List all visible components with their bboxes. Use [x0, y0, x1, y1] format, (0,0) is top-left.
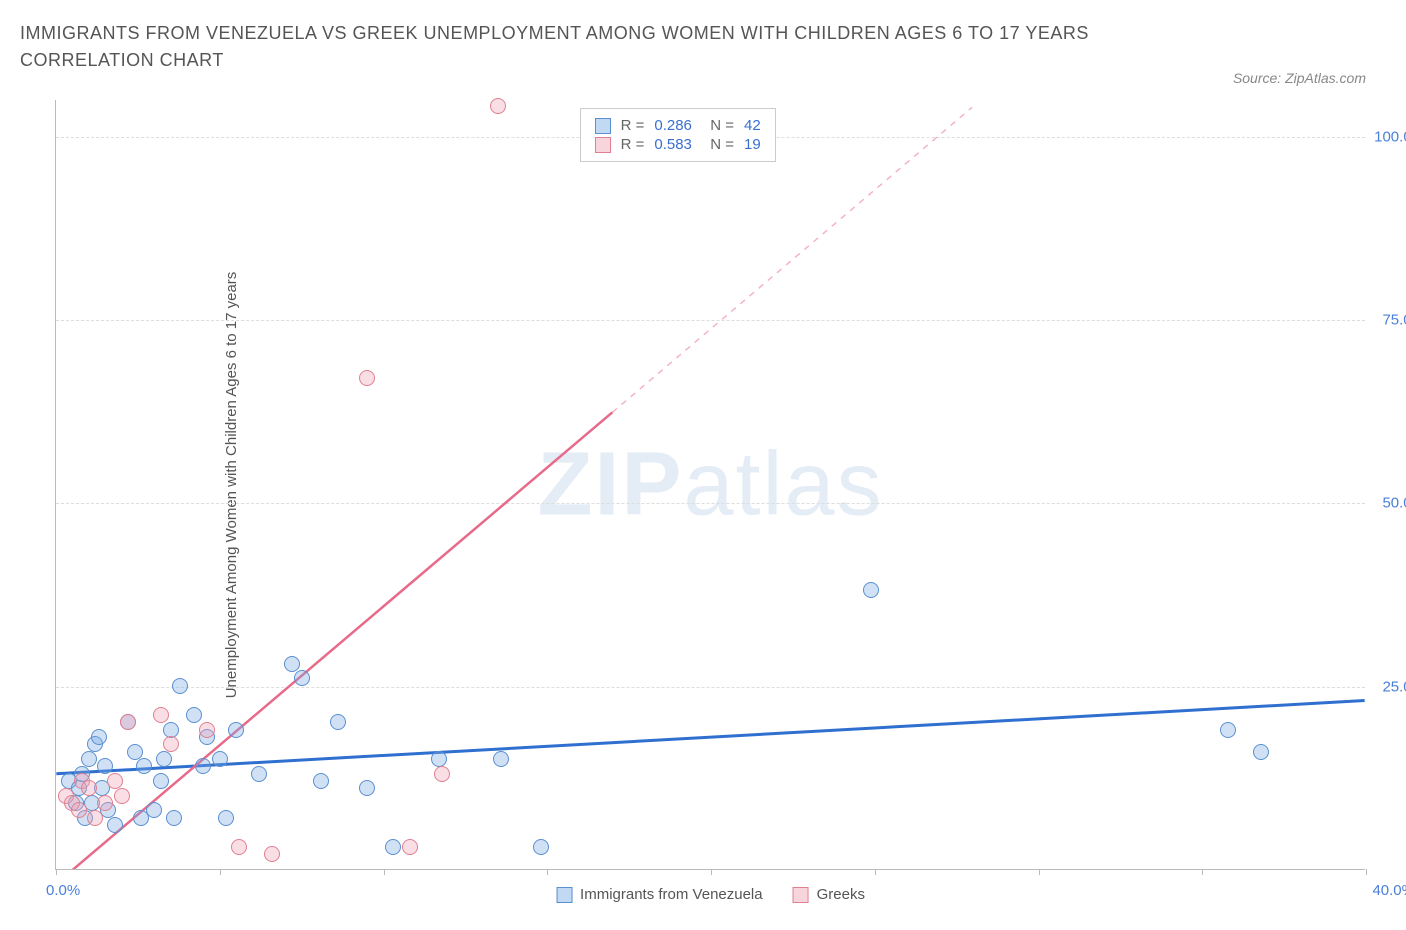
scatter-point: [146, 802, 162, 818]
legend-item: Greeks: [793, 886, 865, 903]
x-tick: [220, 869, 221, 875]
x-axis-min-label: 0.0%: [46, 882, 80, 899]
scatter-point: [294, 670, 310, 686]
plot-region: ZIPatlas Unemployment Among Women with C…: [55, 100, 1365, 870]
gridline: [56, 687, 1365, 688]
watermark: ZIPatlas: [537, 433, 883, 536]
scatter-point: [1253, 744, 1269, 760]
legend-swatch: [793, 887, 809, 903]
scatter-point: [863, 582, 879, 598]
scatter-point: [284, 656, 300, 672]
scatter-point: [359, 780, 375, 796]
y-tick-label: 100.0%: [1374, 128, 1406, 145]
scatter-point: [313, 773, 329, 789]
y-tick-label: 75.0%: [1382, 312, 1406, 329]
scatter-point: [71, 802, 87, 818]
scatter-point: [163, 722, 179, 738]
scatter-point: [127, 744, 143, 760]
legend-swatch: [595, 118, 611, 134]
y-tick-label: 25.0%: [1382, 678, 1406, 695]
x-tick: [1202, 869, 1203, 875]
scatter-point: [199, 722, 215, 738]
gridline: [56, 503, 1365, 504]
scatter-point: [172, 678, 188, 694]
x-tick: [547, 869, 548, 875]
scatter-point: [153, 707, 169, 723]
scatter-point: [431, 751, 447, 767]
scatter-point: [163, 736, 179, 752]
legend-label: Greeks: [817, 886, 865, 903]
scatter-point: [114, 788, 130, 804]
scatter-point: [87, 810, 103, 826]
x-tick: [384, 869, 385, 875]
x-axis-max-label: 40.0%: [1372, 882, 1406, 899]
scatter-point: [228, 722, 244, 738]
scatter-point: [166, 810, 182, 826]
scatter-point: [218, 810, 234, 826]
scatter-point: [91, 729, 107, 745]
scatter-point: [212, 751, 228, 767]
bottom-legend: Immigrants from Venezuela Greeks: [556, 886, 865, 903]
scatter-point: [107, 817, 123, 833]
scatter-point: [359, 370, 375, 386]
x-tick: [56, 869, 57, 875]
legend-stat-row: R =0.583 N = 19: [595, 136, 761, 153]
scatter-point: [490, 98, 506, 114]
source-attribution: Source: ZipAtlas.com: [1233, 70, 1366, 86]
trend-lines: [56, 100, 1365, 869]
scatter-point: [153, 773, 169, 789]
scatter-point: [330, 714, 346, 730]
scatter-point: [186, 707, 202, 723]
scatter-point: [251, 766, 267, 782]
chart-title: IMMIGRANTS FROM VENEZUELA VS GREEK UNEMP…: [20, 20, 1170, 74]
scatter-point: [264, 846, 280, 862]
scatter-point: [107, 773, 123, 789]
y-tick-label: 50.0%: [1382, 495, 1406, 512]
x-tick: [711, 869, 712, 875]
x-tick: [875, 869, 876, 875]
legend-stats-box: R =0.286 N = 42 R =0.583 N = 19: [580, 108, 776, 162]
scatter-point: [1220, 722, 1236, 738]
scatter-point: [434, 766, 450, 782]
legend-item: Immigrants from Venezuela: [556, 886, 763, 903]
x-tick: [1366, 869, 1367, 875]
scatter-point: [231, 839, 247, 855]
legend-swatch: [556, 887, 572, 903]
scatter-point: [493, 751, 509, 767]
scatter-point: [533, 839, 549, 855]
legend-swatch: [595, 137, 611, 153]
chart-area: ZIPatlas Unemployment Among Women with C…: [55, 100, 1365, 870]
scatter-point: [81, 751, 97, 767]
scatter-point: [385, 839, 401, 855]
legend-stat-row: R =0.286 N = 42: [595, 117, 761, 134]
legend-label: Immigrants from Venezuela: [580, 886, 763, 903]
x-tick: [1039, 869, 1040, 875]
scatter-point: [136, 758, 152, 774]
scatter-point: [195, 758, 211, 774]
scatter-point: [81, 780, 97, 796]
scatter-point: [156, 751, 172, 767]
scatter-point: [97, 758, 113, 774]
scatter-point: [402, 839, 418, 855]
scatter-point: [97, 795, 113, 811]
scatter-point: [120, 714, 136, 730]
y-axis-label: Unemployment Among Women with Children A…: [223, 271, 240, 698]
gridline: [56, 320, 1365, 321]
